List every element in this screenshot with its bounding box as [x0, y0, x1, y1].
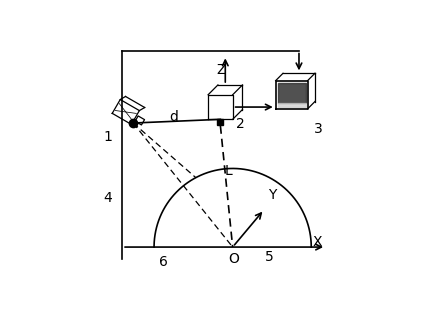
Text: Z: Z [217, 63, 226, 77]
Text: X: X [313, 235, 322, 249]
Polygon shape [278, 83, 306, 102]
Text: 4: 4 [103, 191, 112, 205]
Text: L: L [225, 164, 233, 178]
Text: Y: Y [268, 189, 276, 203]
Text: 6: 6 [160, 255, 168, 269]
Polygon shape [278, 102, 306, 107]
Text: 3: 3 [314, 122, 323, 136]
Text: 5: 5 [265, 250, 274, 264]
Text: 1: 1 [103, 130, 112, 144]
Text: O: O [228, 252, 240, 266]
Text: d: d [169, 110, 178, 124]
Polygon shape [217, 119, 224, 125]
Text: 2: 2 [236, 117, 244, 131]
